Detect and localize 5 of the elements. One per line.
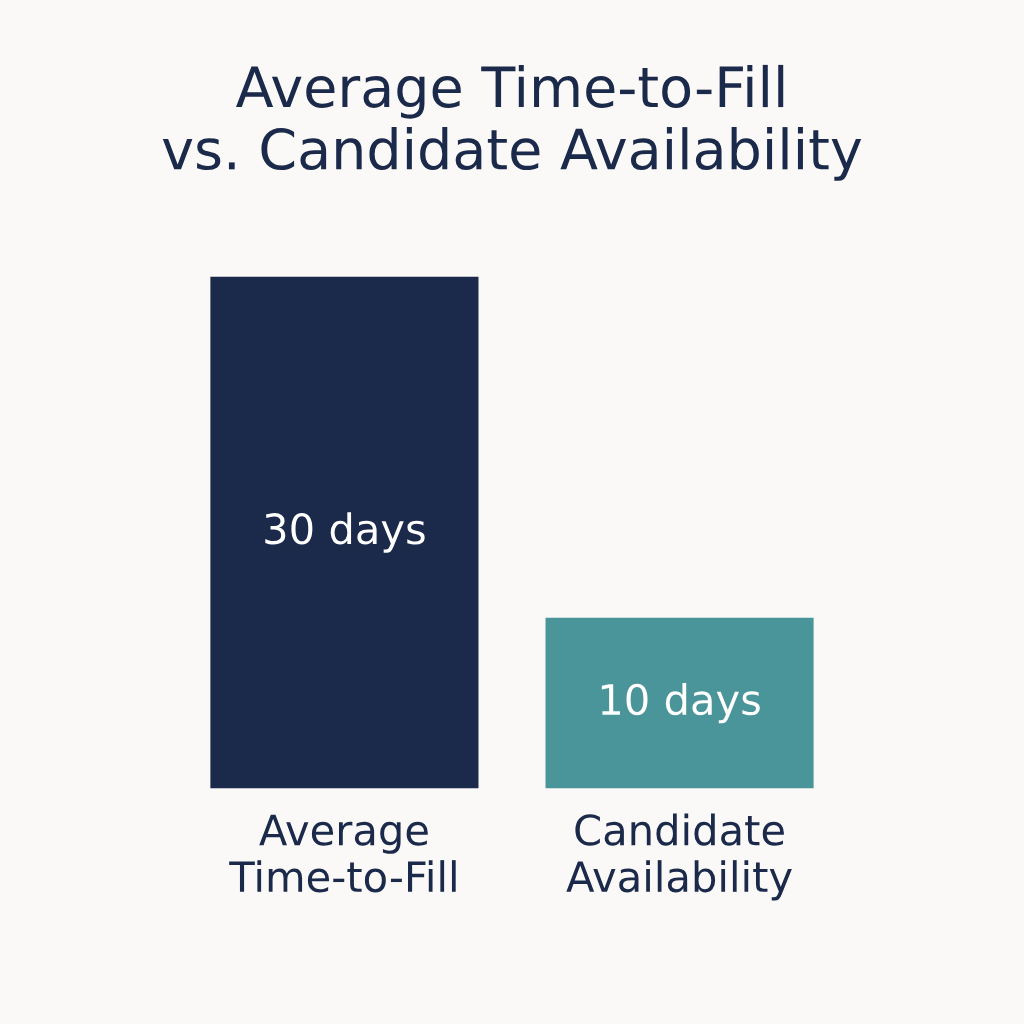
data-label: 30 days xyxy=(265,512,425,553)
chart-title: Average Time-to-Fill vs. Candidate Availability xyxy=(162,64,862,181)
data-label: 10 days xyxy=(601,682,760,724)
x-tick-label: Average Time-to-Fill xyxy=(229,814,456,893)
x-tick-label: Candidate Availability xyxy=(566,813,792,901)
